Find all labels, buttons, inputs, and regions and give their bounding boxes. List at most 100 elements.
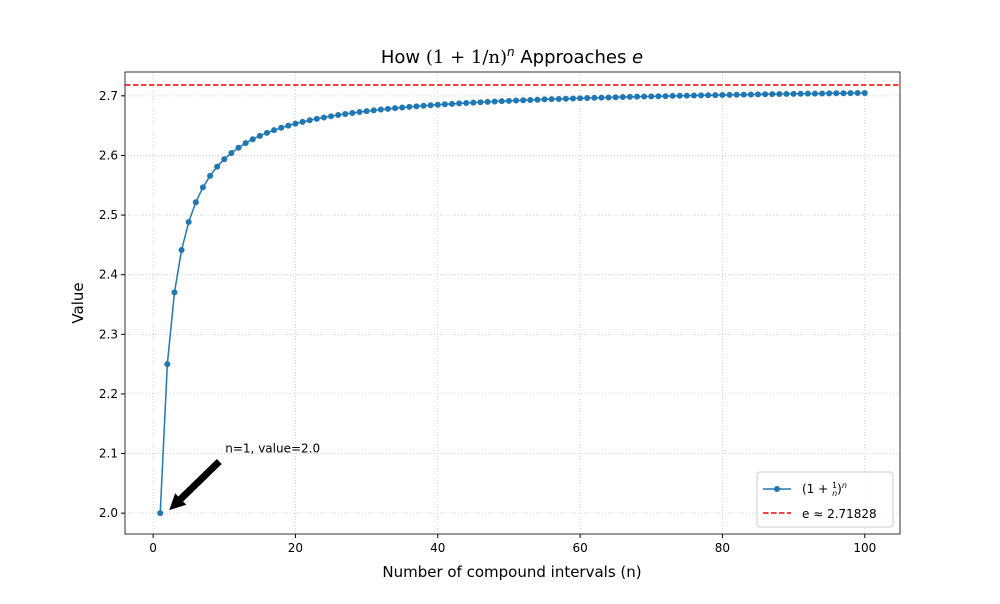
data-point	[776, 91, 783, 98]
y-tick-label: 2.2	[99, 387, 118, 401]
x-tick-label: 80	[715, 541, 730, 555]
data-point	[413, 103, 420, 110]
data-point	[626, 93, 633, 100]
y-tick-label: 2.0	[99, 506, 118, 520]
data-point	[278, 124, 285, 131]
data-point	[199, 184, 206, 191]
data-point	[833, 90, 840, 97]
data-point	[655, 93, 662, 100]
data-point	[698, 92, 705, 99]
data-point	[377, 106, 384, 113]
data-point	[819, 90, 826, 97]
data-point	[847, 90, 854, 97]
data-point	[256, 132, 263, 139]
data-point	[555, 95, 562, 102]
y-tick-label: 2.7	[99, 89, 118, 103]
data-point	[171, 289, 178, 296]
data-point	[185, 219, 192, 226]
data-point	[520, 97, 527, 104]
data-point	[449, 100, 456, 107]
data-point	[861, 89, 868, 96]
x-tick-label: 0	[149, 541, 157, 555]
data-point	[840, 90, 847, 97]
data-point	[634, 93, 641, 100]
y-tick-label: 2.6	[99, 148, 118, 162]
x-axis-label: Number of compound intervals (n)	[382, 563, 641, 581]
data-point	[313, 115, 320, 122]
data-point	[690, 92, 697, 99]
data-point	[299, 118, 306, 125]
data-point	[441, 101, 448, 108]
data-point	[598, 94, 605, 101]
data-point	[342, 110, 349, 117]
data-point	[648, 93, 655, 100]
data-point	[676, 92, 683, 99]
data-point	[804, 90, 811, 97]
legend-marker-series	[774, 486, 780, 492]
legend: (1 + 1 n)n e ≈ 2.71828	[756, 471, 894, 528]
annotation: n=1, value=2.0	[169, 442, 320, 511]
x-tick-label: 40	[430, 541, 445, 555]
data-point	[755, 91, 762, 98]
data-point	[548, 96, 555, 103]
y-tick-label: 2.3	[99, 327, 118, 341]
data-point	[349, 109, 356, 116]
data-point	[463, 99, 470, 106]
data-point	[726, 91, 733, 98]
data-point	[769, 91, 776, 98]
data-point	[783, 90, 790, 97]
ticks: 0 20 40 60 80 100 2.0 2.1 2.2 2.3 2.4 2.5 2.6 2.7	[99, 89, 876, 555]
chart-title: How (1 + 1/n)n Approaches e	[381, 45, 643, 68]
data-point	[811, 90, 818, 97]
data-point	[263, 129, 270, 136]
data-point	[235, 144, 242, 151]
data-point	[392, 105, 399, 112]
data-point	[306, 117, 313, 124]
annotation-arrow	[169, 459, 222, 511]
data-point	[214, 163, 221, 170]
data-point	[335, 112, 342, 119]
data-point	[854, 90, 861, 97]
data-point	[207, 172, 214, 179]
data-point	[320, 114, 327, 121]
data-point	[328, 113, 335, 120]
data-point	[221, 156, 228, 163]
data-point	[292, 120, 299, 127]
data-point	[605, 94, 612, 101]
grid	[125, 72, 900, 534]
axes-frame	[124, 71, 901, 535]
data-point	[491, 98, 498, 105]
data-point	[477, 99, 484, 106]
data-point	[562, 95, 569, 102]
data-point	[826, 90, 833, 97]
data-point	[271, 127, 278, 134]
data-point	[456, 100, 463, 107]
data-point	[249, 136, 256, 143]
data-point	[527, 96, 534, 103]
data-point	[612, 94, 619, 101]
data-point	[619, 94, 626, 101]
data-point	[484, 98, 491, 105]
series-line	[159, 92, 865, 514]
data-point	[747, 91, 754, 98]
data-point	[641, 93, 648, 100]
data-point	[591, 94, 598, 101]
data-point	[384, 105, 391, 112]
plot-area	[125, 84, 900, 517]
legend-label-series: (1 + 1 n)n	[802, 481, 847, 498]
data-point	[662, 93, 669, 100]
data-point	[427, 102, 434, 109]
data-point	[762, 91, 769, 98]
data-point	[733, 91, 740, 98]
x-tick-label: 20	[288, 541, 303, 555]
data-point	[541, 96, 548, 103]
data-point	[356, 109, 363, 116]
data-point	[719, 91, 726, 98]
data-point	[178, 247, 185, 254]
data-point	[164, 361, 171, 368]
data-point	[370, 107, 377, 114]
data-point	[228, 149, 235, 156]
data-point	[498, 98, 505, 105]
data-point	[420, 102, 427, 109]
